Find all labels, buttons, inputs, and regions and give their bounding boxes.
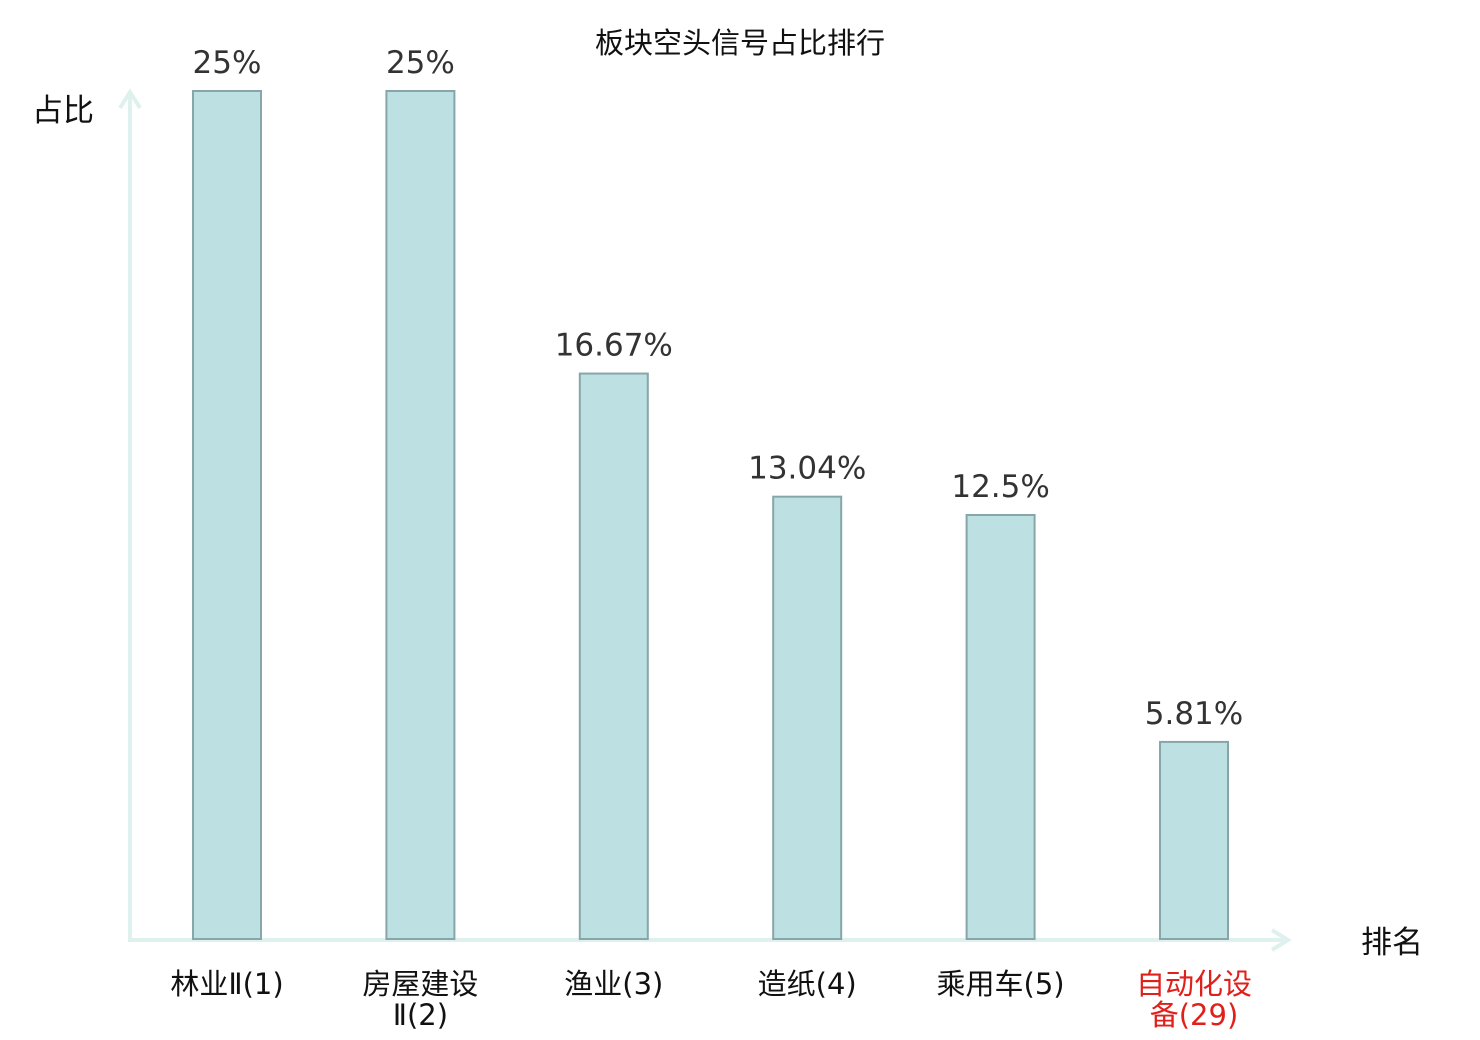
x-axis-arrow-icon [1270, 928, 1292, 952]
x-tick-label: 乘用车(5) [937, 967, 1065, 1001]
x-tick-label: Ⅱ(2) [393, 998, 448, 1032]
x-tick-label: 备(29) [1150, 998, 1239, 1032]
bar-value-label: 16.67% [555, 328, 673, 364]
bar-value-label: 25% [386, 45, 455, 81]
bar [1159, 740, 1229, 940]
x-tick-label: 林业Ⅱ(1) [170, 967, 283, 1001]
y-axis-arrow-icon [118, 88, 142, 110]
x-axis [128, 928, 1292, 952]
bar-series [192, 90, 1229, 940]
bar [385, 90, 456, 940]
x-tick-label: 造纸(4) [758, 967, 857, 1001]
x-tick-label: 自动化设 [1136, 967, 1252, 1001]
bar-value-label: 25% [193, 45, 262, 81]
bar-value-label: 13.04% [748, 451, 866, 487]
x-tick-label: 渔业(3) [564, 967, 663, 1001]
bar-value-label: 12.5% [951, 469, 1049, 505]
x-axis-label: 排名 [1361, 925, 1423, 961]
y-axis-label: 占比 [32, 93, 94, 129]
x-tick-label: 房屋建设 [362, 967, 478, 1001]
data-labels: 25% 25% 16.67% 13.04% 12.5% 5.81% [193, 45, 1244, 732]
bar [772, 495, 843, 940]
bar [578, 372, 649, 940]
bar-value-label: 5.81% [1145, 696, 1243, 732]
bar [192, 90, 262, 940]
bar [965, 514, 1036, 940]
y-axis [118, 88, 142, 942]
chart-title: 板块空头信号占比排行 [595, 26, 885, 60]
